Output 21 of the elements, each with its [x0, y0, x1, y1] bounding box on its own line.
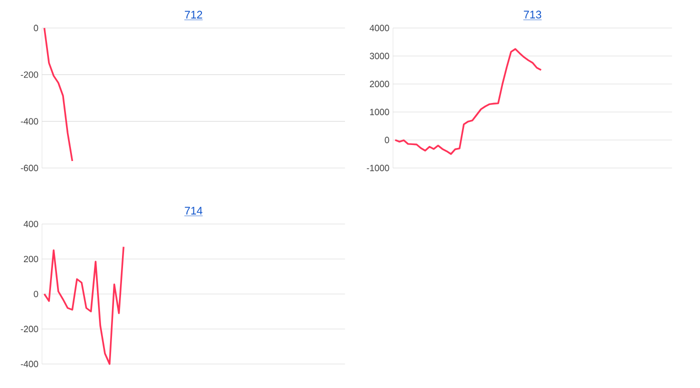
line-series	[394, 48, 542, 155]
y-tick-label: 2000	[370, 80, 390, 88]
line-series	[43, 246, 124, 365]
y-tick-label: -400	[20, 360, 38, 368]
chart-title: 714	[184, 206, 202, 214]
y-tick-label: 0	[384, 136, 390, 144]
y-tick-label: -400	[20, 118, 38, 125]
y-tick-label: 4000	[370, 24, 390, 32]
y-tick-label: 1000	[370, 108, 390, 116]
chart-title: 712	[184, 10, 202, 18]
y-tick-label: -200	[20, 71, 38, 78]
line-series	[43, 27, 74, 162]
y-tick-label: 3000	[370, 52, 390, 60]
y-tick-label: 400	[24, 220, 38, 228]
y-tick-label: -200	[20, 326, 38, 332]
y-tick-label: -600	[20, 164, 38, 172]
chart-title: 713	[524, 10, 542, 18]
y-tick-label: 0	[34, 24, 38, 32]
y-tick-label: -1000	[366, 164, 390, 172]
y-tick-label: 200	[24, 256, 38, 262]
y-tick-label: 0	[34, 290, 38, 298]
